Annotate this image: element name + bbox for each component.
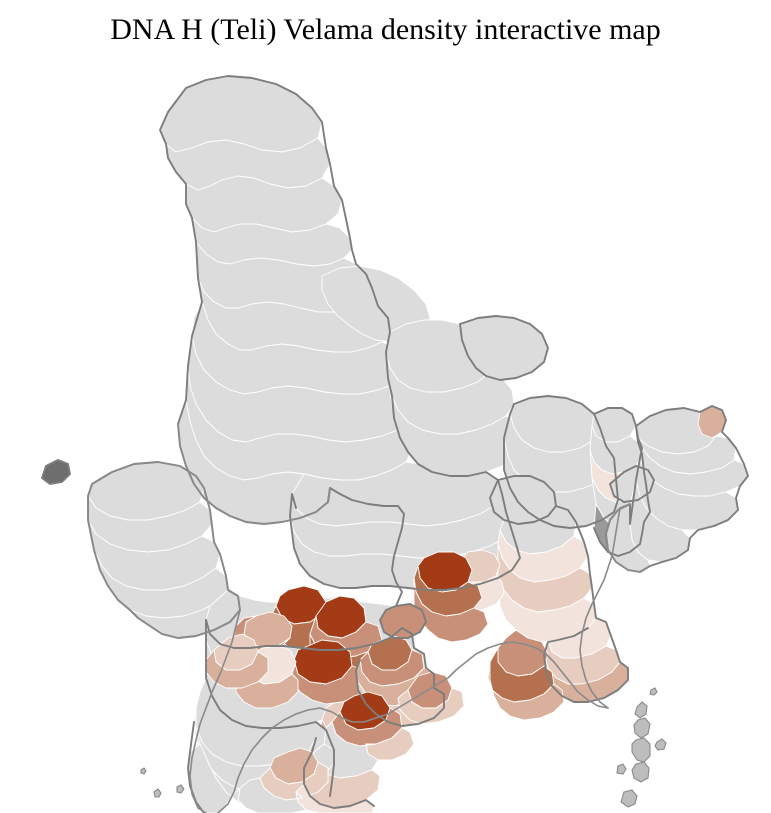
region-jammu-kashmir[interactable] xyxy=(159,75,353,267)
state-boundaries xyxy=(41,75,749,813)
region-andaman-nicobar[interactable] xyxy=(613,687,667,813)
coastline xyxy=(87,423,651,813)
region-andhra-pradesh[interactable] xyxy=(311,635,465,779)
region-himachal-punjab-haryana[interactable] xyxy=(195,241,431,353)
region-tamil-nadu[interactable] xyxy=(237,737,381,813)
region-lakshadweep[interactable] xyxy=(140,767,185,813)
region-gujarat[interactable] xyxy=(41,399,331,639)
region-uttar-pradesh[interactable] xyxy=(385,315,549,477)
page-title: DNA H (Teli) Velama density interactive … xyxy=(110,13,661,46)
india-choropleth-map[interactable] xyxy=(0,52,771,813)
region-northeast[interactable] xyxy=(605,405,749,573)
